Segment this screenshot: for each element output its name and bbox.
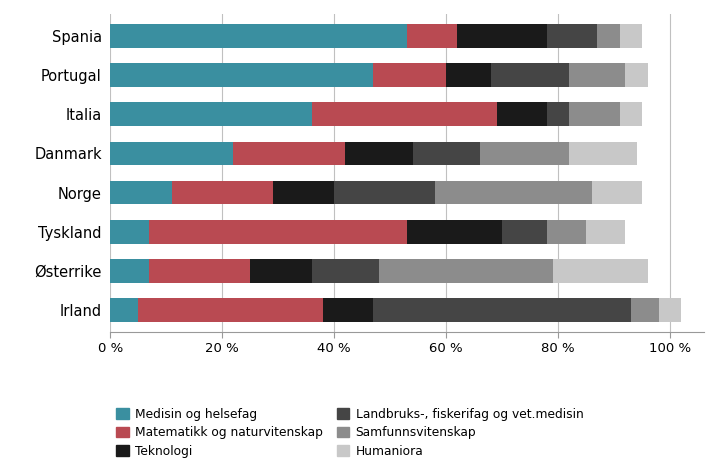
- Bar: [110, 63, 373, 87]
- Bar: [620, 102, 642, 126]
- Bar: [233, 142, 346, 165]
- Bar: [480, 142, 570, 165]
- Bar: [312, 259, 379, 283]
- Bar: [323, 299, 373, 322]
- Bar: [457, 24, 547, 47]
- Bar: [334, 181, 435, 204]
- Bar: [346, 142, 412, 165]
- Bar: [110, 259, 149, 283]
- Bar: [407, 24, 457, 47]
- Bar: [547, 220, 587, 244]
- Bar: [659, 299, 681, 322]
- Bar: [110, 142, 233, 165]
- Bar: [272, 181, 334, 204]
- Bar: [547, 102, 570, 126]
- Bar: [587, 220, 626, 244]
- Bar: [250, 259, 312, 283]
- Bar: [547, 24, 597, 47]
- Bar: [631, 299, 659, 322]
- Bar: [312, 102, 497, 126]
- Bar: [149, 259, 250, 283]
- Bar: [110, 220, 149, 244]
- Bar: [570, 142, 636, 165]
- Bar: [497, 102, 547, 126]
- Bar: [149, 220, 407, 244]
- Bar: [373, 299, 631, 322]
- Bar: [412, 142, 480, 165]
- Bar: [110, 102, 312, 126]
- Bar: [626, 63, 648, 87]
- Bar: [379, 259, 552, 283]
- Bar: [172, 181, 272, 204]
- Bar: [447, 63, 491, 87]
- Bar: [502, 220, 547, 244]
- Bar: [570, 102, 620, 126]
- Bar: [435, 181, 592, 204]
- Bar: [110, 299, 138, 322]
- Bar: [110, 181, 172, 204]
- Bar: [491, 63, 570, 87]
- Bar: [552, 259, 648, 283]
- Bar: [620, 24, 642, 47]
- Bar: [407, 220, 502, 244]
- Bar: [570, 63, 626, 87]
- Bar: [373, 63, 447, 87]
- Legend: Medisin og helsefag, Matematikk og naturvitenskap, Teknologi, Landbruks-, fisker: Medisin og helsefag, Matematikk og natur…: [117, 408, 583, 458]
- Bar: [592, 181, 642, 204]
- Bar: [110, 24, 407, 47]
- Bar: [138, 299, 323, 322]
- Bar: [597, 24, 620, 47]
